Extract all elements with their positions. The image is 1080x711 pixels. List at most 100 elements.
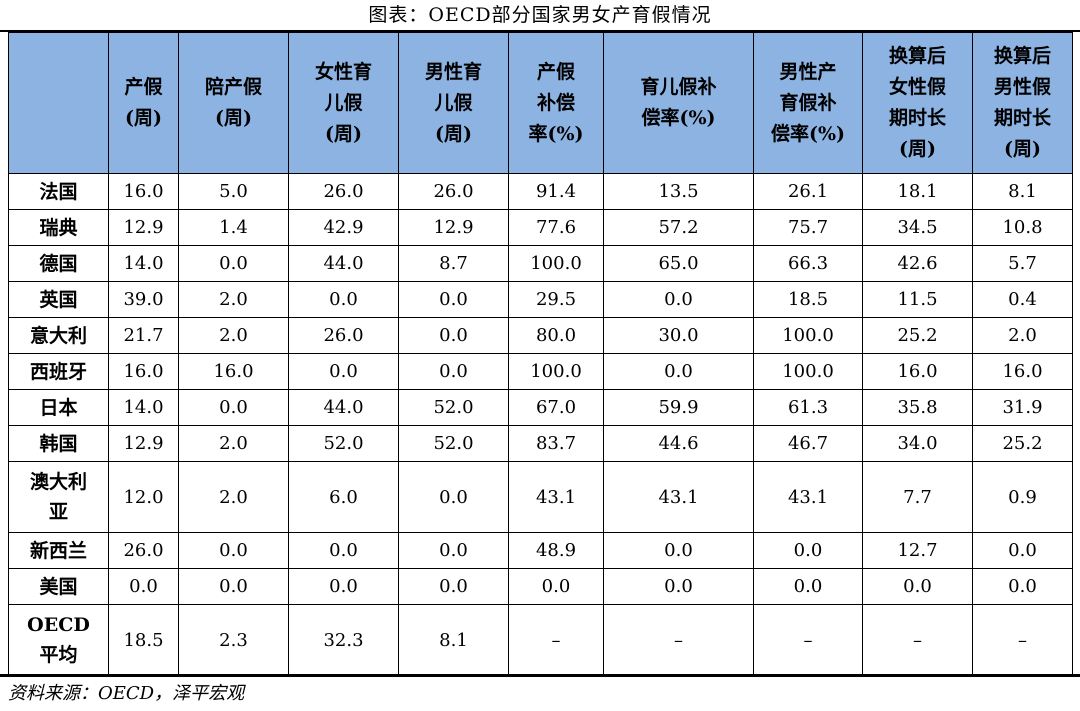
table-cell: 0.0 — [398, 281, 509, 318]
table-cell: 12.7 — [862, 532, 973, 569]
table-cell: 26.0 — [108, 532, 179, 569]
table-cell: 0.0 — [603, 281, 754, 318]
table-cell: 0.0 — [603, 353, 754, 390]
table-cell: 0.0 — [398, 532, 509, 569]
table-cell: 5.0 — [178, 173, 289, 210]
table-cell: 12.9 — [398, 209, 509, 246]
table-cell: 0.0 — [398, 317, 509, 354]
country-name-line: 韩国 — [39, 432, 78, 455]
table-cell: – — [753, 604, 863, 676]
column-header: 男性产 育假补 偿率(%) — [753, 32, 863, 174]
table-cell: 59.9 — [603, 389, 754, 426]
row-header-country: 英国 — [8, 281, 109, 318]
table-cell: 10.8 — [972, 209, 1073, 246]
table-cell: 2.3 — [178, 604, 289, 676]
column-header-line: 男性产 — [779, 60, 837, 83]
row-header-country: 韩国 — [8, 425, 109, 462]
table-cell: 61.3 — [753, 389, 863, 426]
column-header-line: 率(%) — [528, 122, 584, 145]
country-name-line: 澳大利 — [29, 471, 87, 493]
table-cell: 39.0 — [108, 281, 179, 318]
column-header-line: (周) — [215, 107, 252, 129]
column-header-line: 换算后 — [888, 45, 946, 67]
table-cell: 100.0 — [753, 317, 863, 354]
table-cell: 25.2 — [972, 425, 1073, 462]
table-cell: 2.0 — [178, 317, 289, 354]
column-header-line: 陪产假 — [204, 76, 262, 98]
source-note: 资料来源：OECD，泽平宏观 — [8, 683, 245, 704]
country-name-line: 亚 — [48, 501, 68, 523]
table-cell: 14.0 — [108, 245, 179, 282]
column-header — [8, 32, 109, 174]
table-cell: 0.9 — [972, 461, 1073, 533]
column-header: 产假 (周) — [108, 32, 179, 174]
table-row: 韩国 12.9 2.0 52.0 52.0 83.7 44.6 46.7 34.0 25.2 — [8, 425, 1073, 462]
table-cell: 43.1 — [603, 461, 754, 533]
table-cell: 8.1 — [972, 173, 1073, 210]
table-cell: 0.0 — [288, 568, 399, 605]
column-header: 育儿假补 偿率(%) — [603, 32, 754, 174]
bottom-rule — [0, 674, 1080, 677]
table-cell: 0.0 — [862, 568, 973, 605]
table-cell: 0.0 — [753, 568, 863, 605]
country-name-line: 英国 — [39, 288, 78, 311]
column-header: 换算后 女性假 期时长 (周) — [862, 32, 973, 174]
country-name-line: 美国 — [39, 575, 78, 598]
leave-table: 产假 (周) 陪产假 (周) 女性育 儿假 (周) 男性育 儿假 (周) 产假 补偿 率(%) 育儿假补偿… — [8, 32, 1073, 676]
country-name-line: 德国 — [39, 252, 78, 275]
column-header-line: 期时长 — [993, 107, 1051, 129]
column-header-line: 产假 — [536, 60, 575, 83]
table-cell: 0.0 — [972, 532, 1073, 569]
table-cell: 6.0 — [288, 461, 399, 533]
table-cell: 13.5 — [603, 173, 754, 210]
table-cell: 52.0 — [288, 425, 399, 462]
table-cell: 0.0 — [398, 353, 509, 390]
table-cell: – — [603, 604, 754, 676]
table-cell: 2.0 — [178, 461, 289, 533]
table-cell: 91.4 — [508, 173, 604, 210]
table-cell: 18.1 — [862, 173, 973, 210]
table-cell: 0.0 — [603, 532, 754, 569]
table-cell: 80.0 — [508, 317, 604, 354]
column-header-line: (周) — [325, 122, 362, 145]
column-header-line: 育儿假补 — [640, 76, 717, 98]
table-cell: 11.5 — [862, 281, 973, 318]
table-cell: 52.0 — [398, 389, 509, 426]
column-header: 换算后 男性假 期时长 (周) — [972, 32, 1073, 174]
table-row: 美国 0.0 0.0 0.0 0.0 0.0 0.0 0.0 0.0 0.0 — [8, 568, 1073, 605]
row-header-country: 澳大利亚 — [8, 461, 109, 533]
country-name-line: 瑞典 — [39, 216, 78, 239]
table-cell: 34.0 — [862, 425, 973, 462]
table-cell: 0.0 — [288, 532, 399, 569]
table-cell: 77.6 — [508, 209, 604, 246]
table-cell: 0.0 — [178, 532, 289, 569]
table-cell: 18.5 — [753, 281, 863, 318]
column-header-line: (周) — [1004, 138, 1041, 160]
table-cell: 16.0 — [108, 353, 179, 390]
column-header-line: (周) — [899, 138, 936, 160]
table-cell: 26.1 — [753, 173, 863, 210]
table-cell: 44.6 — [603, 425, 754, 462]
table-cell: 42.9 — [288, 209, 399, 246]
table-cell: 52.0 — [398, 425, 509, 462]
table-cell: – — [972, 604, 1073, 676]
column-header: 女性育 儿假 (周) — [288, 32, 399, 174]
row-header-country: 西班牙 — [8, 353, 109, 390]
table-cell: 1.4 — [178, 209, 289, 246]
column-header-line: 偿率(%) — [770, 122, 846, 145]
table-cell: 0.0 — [178, 389, 289, 426]
table-cell: 0.0 — [398, 461, 509, 533]
table-cell: 14.0 — [108, 389, 179, 426]
table-body: 法国 16.0 5.0 26.0 26.0 91.4 13.5 26.1 18.1 8.1 瑞典 12… — [8, 173, 1073, 676]
row-header-country: 新西兰 — [8, 532, 109, 569]
country-name-line: 西班牙 — [29, 360, 87, 383]
table-cell: 31.9 — [972, 389, 1073, 426]
table-row: 德国 14.0 0.0 44.0 8.7 100.0 65.0 66.3 42.6 5.7 — [8, 245, 1073, 282]
country-name-line: 意大利 — [29, 324, 87, 347]
table-cell: 0.0 — [508, 568, 604, 605]
table-caption: 图表：OECD部分国家男女产育假情况 — [368, 4, 712, 26]
table-cell: 2.0 — [972, 317, 1073, 354]
table-cell: 0.0 — [603, 568, 754, 605]
table-cell: 42.6 — [862, 245, 973, 282]
table-cell: 12.9 — [108, 209, 179, 246]
